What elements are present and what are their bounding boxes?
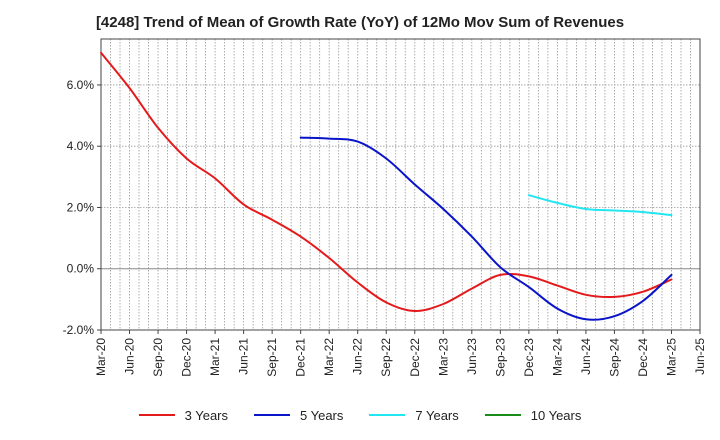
- x-tick-label: Sep-22: [379, 338, 393, 377]
- series-line-5-years: [299, 136, 673, 321]
- x-tick-label: Mar-24: [550, 338, 564, 376]
- x-tick-label: Dec-24: [636, 338, 650, 377]
- legend-label: 5 Years: [300, 407, 344, 423]
- x-tick-label: Sep-21: [265, 338, 279, 377]
- legend-label: 7 Years: [415, 407, 459, 423]
- x-tick-label: Dec-20: [180, 338, 194, 377]
- legend-item-7-years: 7 Years: [369, 407, 459, 423]
- legend-label: 10 Years: [530, 407, 582, 423]
- x-tick-label: Mar-20: [94, 338, 108, 376]
- x-tick-label: Sep-20: [151, 338, 165, 377]
- series-line-3-years: [100, 51, 673, 313]
- y-tick-label: 0.0%: [67, 262, 95, 276]
- x-tick-label: Dec-22: [408, 338, 422, 377]
- x-tick-label: Sep-23: [493, 338, 507, 377]
- series-line-7-years: [527, 194, 673, 217]
- y-tick-label: -2.0%: [63, 323, 95, 337]
- x-tick-label: Mar-23: [436, 338, 450, 376]
- legend-item-10-years: 10 Years: [484, 407, 582, 423]
- y-tick-label: 2.0%: [67, 200, 95, 214]
- x-tick-label: Jun-22: [351, 338, 365, 375]
- plot-area: [101, 39, 700, 330]
- x-tick-label: Jun-24: [579, 338, 593, 375]
- x-tick-label: Jun-23: [465, 338, 479, 375]
- x-tick-label: Jun-25: [693, 338, 707, 375]
- legend-swatch: [369, 414, 406, 416]
- plot-frame: [100, 38, 701, 331]
- legend-swatch: [484, 414, 521, 416]
- x-tick-label: Jun-20: [123, 338, 137, 375]
- x-tick-label: Jun-21: [237, 338, 251, 375]
- legend-item-3-years: 3 Years: [138, 407, 228, 423]
- legend-label: 3 Years: [184, 407, 228, 423]
- x-tick-label: Mar-25: [664, 338, 678, 376]
- x-tick-label: Sep-24: [607, 338, 621, 377]
- legend-swatch: [138, 414, 175, 416]
- x-tick-label: Dec-21: [294, 338, 308, 377]
- chart-title: [4248] Trend of Mean of Growth Rate (YoY…: [95, 14, 625, 31]
- x-tick-label: Mar-22: [322, 338, 336, 376]
- legend: 3 Years 5 Years 7 Years 10 Years: [0, 404, 720, 426]
- x-tick-label: Dec-23: [522, 338, 536, 377]
- legend-item-5-years: 5 Years: [254, 408, 343, 423]
- x-tick-label: Mar-21: [208, 338, 222, 376]
- legend-swatch: [254, 414, 290, 416]
- y-tick-label: 4.0%: [67, 139, 95, 153]
- y-tick-label: 6.0%: [67, 78, 95, 92]
